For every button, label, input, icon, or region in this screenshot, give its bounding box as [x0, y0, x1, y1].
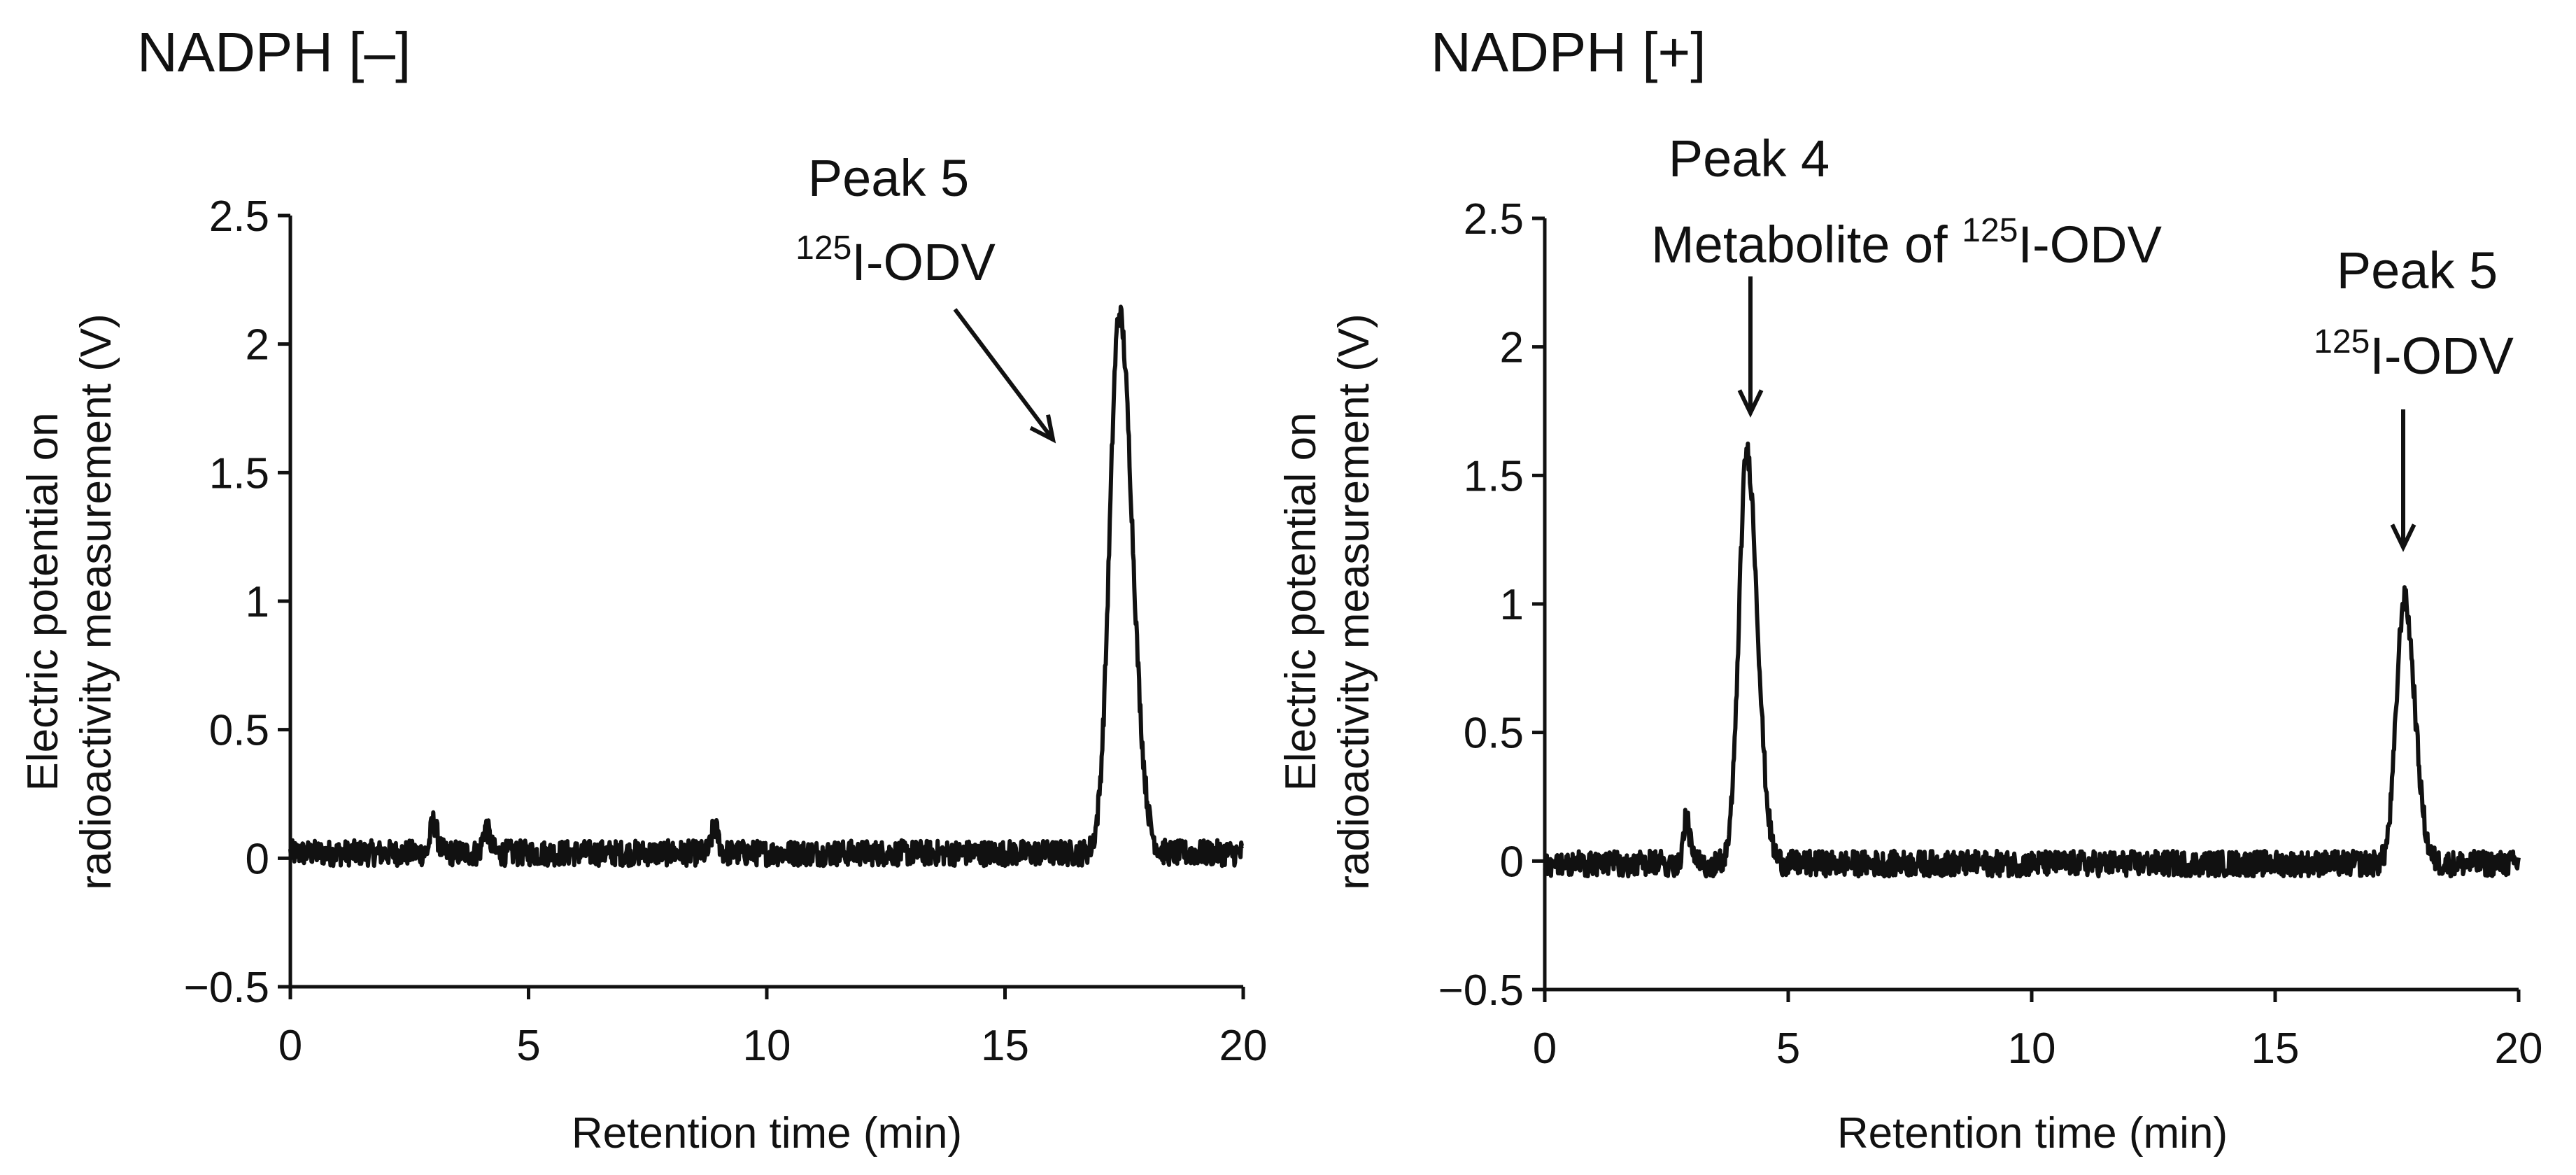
chart-left-peak5-compound-name: I-ODV [851, 233, 996, 291]
chart-right-xtick-label: 5 [1776, 1025, 1800, 1073]
chart-right-ytick-label: 2 [1500, 324, 1524, 372]
chart-left-ytick-label: −0.5 [184, 964, 269, 1012]
chart-left-tick-marks [278, 213, 1245, 999]
chart-left-ytick-label: 2.5 [209, 192, 269, 241]
chart-left-ytick-label: 0.5 [209, 707, 269, 755]
chart-right-peak4-compound: Metabolite of 125I-ODV [1651, 212, 2163, 274]
chart-right-xtick-label: 0 [1533, 1025, 1557, 1073]
chart-left-ylabel-line1: Electric potential on [19, 412, 67, 791]
chart-right-series-line [1543, 441, 2521, 879]
chart-right-ylabel-line2: radioactivity measurement (V) [1330, 314, 1378, 890]
chart-right-peak4-iso: 125 [1962, 212, 2018, 249]
annotation-arrowhead [2390, 523, 2416, 552]
annotation-arrow [953, 308, 1055, 441]
chart-right-peak5-label: Peak 5 [2337, 241, 2498, 300]
chart-right-xtick-label: 15 [2251, 1025, 2300, 1073]
chart-left-series-line [288, 304, 1245, 868]
chart-left-xlabel: Retention time (min) [572, 1109, 962, 1158]
chart-left-xtick-label: 15 [981, 1022, 1029, 1070]
chart-right-xlabel: Retention time (min) [1837, 1109, 2228, 1158]
chart-right-peak4-compound-name: I-ODV [2018, 216, 2162, 274]
chart-left-xtick-label: 20 [1219, 1022, 1268, 1070]
chart-right-ytick-label: 1 [1500, 581, 1524, 629]
chart-left-xtick-label: 10 [743, 1022, 791, 1070]
chart-left-peak5-iso: 125 [795, 230, 851, 267]
chart-right-ytick-label: 2.5 [1464, 195, 1524, 244]
chart-left-ytick-label: 1.5 [209, 449, 269, 498]
chart-left-peak5-compound: 125I-ODV [795, 230, 996, 291]
chart-left-ytick-label: 0 [246, 835, 269, 883]
chart-right-ytick-label: 0 [1500, 838, 1524, 886]
chart-right-title: NADPH [+] [1431, 21, 1706, 83]
chart-right-ytick-label: 1.5 [1464, 452, 1524, 500]
chart-right-xtick-label: 20 [2495, 1025, 2543, 1073]
chart-left-ylabel-line2: radioactivity measurement (V) [72, 314, 120, 890]
chart-right-ytick-label: −0.5 [1438, 966, 1524, 1015]
chart-right: NADPH [+] Peak 4 Metabolite of 125I-ODV … [1277, 21, 2542, 1158]
chart-left-xtick-label: 0 [278, 1022, 302, 1070]
chart-right-peak5-compound: 125I-ODV [2314, 323, 2514, 385]
chart-right-ytick-label: 0.5 [1464, 710, 1524, 758]
chart-right-annotation-arrows [1737, 276, 2416, 552]
chart-right-peak4-label: Peak 4 [1669, 129, 1830, 188]
chart-left-peak5-label: Peak 5 [808, 149, 969, 207]
chart-right-ylabel-line1: Electric potential on [1277, 412, 1325, 791]
annotation-arrowhead [1737, 389, 1764, 418]
chart-right-xtick-label: 10 [2008, 1025, 2056, 1073]
chart-right-peak4-prefix: Metabolite of [1651, 216, 1962, 274]
chart-left-xtick-label: 5 [516, 1022, 540, 1070]
chart-left-ytick-label: 2 [246, 321, 269, 370]
chart-left-ytick-label: 1 [246, 578, 269, 626]
chart-left-title: NADPH [–] [137, 21, 411, 83]
chart-right-peak5-compound-name: I-ODV [2370, 327, 2514, 385]
chart-right-peak5-iso: 125 [2314, 323, 2370, 360]
annotation-arrowhead [1029, 414, 1056, 444]
chart-left: NADPH [–] Peak 5 125I-ODV Electric poten… [19, 21, 1267, 1158]
chart-left-annotation-arrows [953, 308, 1056, 444]
chart-right-tick-marks [1532, 216, 2521, 1002]
